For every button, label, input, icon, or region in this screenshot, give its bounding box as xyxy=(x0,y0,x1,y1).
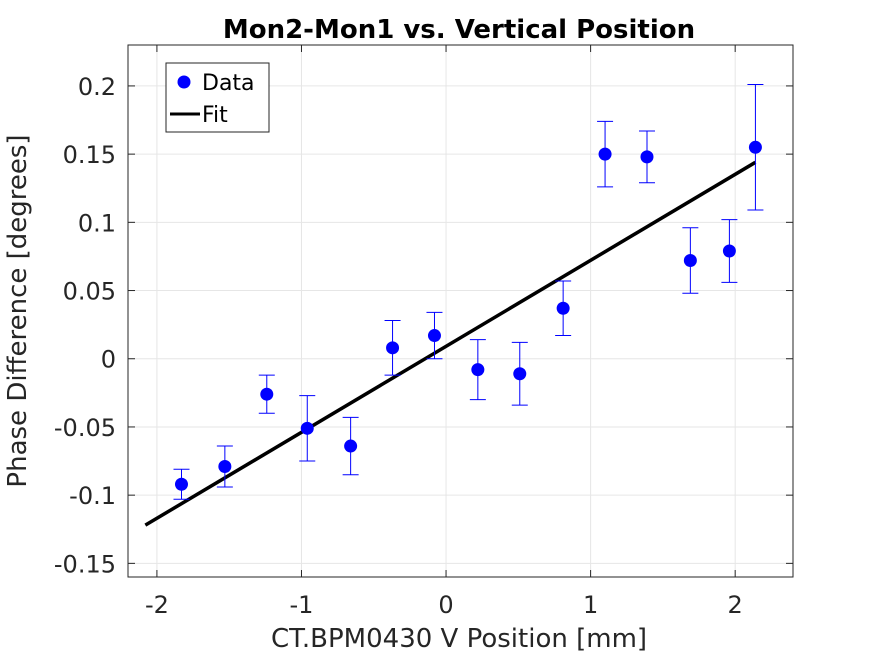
legend-data-marker xyxy=(177,75,191,89)
legend-box xyxy=(165,62,270,133)
y-tick-label: 0 xyxy=(101,346,116,374)
data-point-group xyxy=(299,395,316,462)
data-point-group xyxy=(258,374,275,414)
data-point-group xyxy=(216,445,233,488)
data-point-group xyxy=(747,84,764,211)
data-point xyxy=(386,341,400,355)
data-point xyxy=(722,244,736,258)
fit-line xyxy=(144,160,757,527)
data-point-group xyxy=(721,219,738,283)
data-point-group xyxy=(469,339,486,401)
data-point xyxy=(556,301,570,315)
y-axis-label: Phase Difference [degrees] xyxy=(3,134,33,487)
data-point-group xyxy=(555,280,572,337)
data-point xyxy=(427,329,441,343)
x-tick-label: 0 xyxy=(438,591,453,619)
legend-entry-fit: Fit xyxy=(202,103,228,128)
x-axis-label: CT.BPM0430 V Position [mm] xyxy=(271,624,647,654)
data-point-group xyxy=(342,416,359,476)
data-point xyxy=(748,140,762,154)
data-point xyxy=(598,147,612,161)
series-layer xyxy=(144,84,764,527)
data-point-group xyxy=(384,320,401,376)
data-point-group xyxy=(173,468,190,500)
data-point xyxy=(218,460,232,474)
x-tick-label: 1 xyxy=(583,591,598,619)
data-point xyxy=(640,150,654,164)
data-point xyxy=(300,421,314,435)
data-point-group xyxy=(511,341,528,406)
data-point xyxy=(513,367,527,381)
data-point xyxy=(174,477,188,491)
data-point xyxy=(344,439,358,453)
data-point-group xyxy=(638,130,655,184)
y-tick-label: 0.15 xyxy=(63,141,116,169)
y-tick-label: -0.15 xyxy=(54,550,116,578)
legend-entry-data: Data xyxy=(202,71,255,96)
data-point xyxy=(683,254,697,268)
y-tick-label: -0.05 xyxy=(54,414,116,442)
y-tick-label: -0.1 xyxy=(69,482,116,510)
chart-title: Mon2-Mon1 vs. Vertical Position xyxy=(223,15,695,45)
legend: Data Fit xyxy=(165,62,270,133)
y-tick-label: 0.1 xyxy=(78,209,116,237)
data-point-group xyxy=(597,120,614,188)
x-tick-label: -1 xyxy=(290,591,314,619)
x-tick-label: -2 xyxy=(145,591,169,619)
y-tick-label: 0.05 xyxy=(63,278,116,306)
plot-area-frame xyxy=(127,44,794,578)
data-point xyxy=(260,387,274,401)
x-tick-label: 2 xyxy=(728,591,743,619)
y-tick-label: 0.2 xyxy=(78,73,116,101)
tick-layer: -2 -1 0 1 2 -0.15 -0.1 -0.05 0 0.05 0.1 0.15 0.2 xyxy=(54,45,793,619)
grid-layer xyxy=(128,45,793,577)
data-point-group xyxy=(682,227,699,294)
data-point-group xyxy=(426,311,443,360)
data-point xyxy=(471,363,485,377)
